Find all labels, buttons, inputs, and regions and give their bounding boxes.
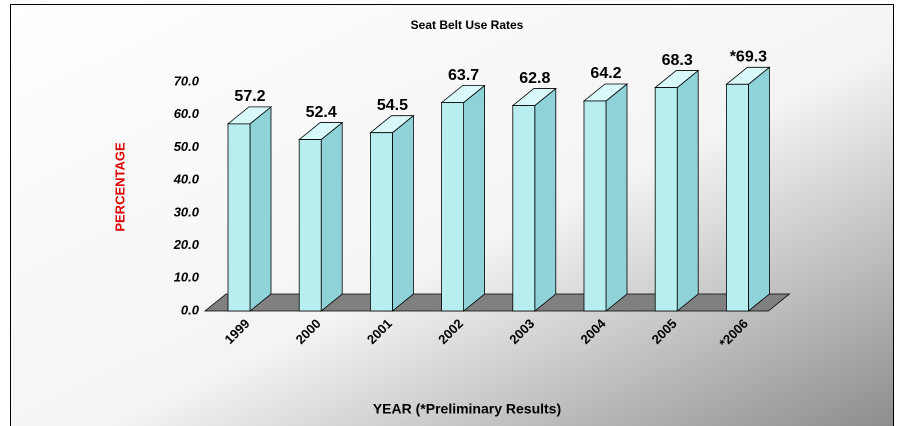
- value-label: 54.5: [377, 97, 408, 114]
- bar: [298, 139, 322, 312]
- bar-side: [320, 121, 343, 312]
- y-tick-label: 0.0: [181, 302, 200, 317]
- bar-side: [391, 114, 414, 312]
- bar: [512, 105, 536, 312]
- bar: [369, 132, 393, 312]
- y-tick-label: 20.0: [173, 237, 200, 252]
- bar-side: [534, 87, 557, 312]
- value-label: 57.2: [234, 88, 265, 105]
- value-label: *69.3: [730, 49, 767, 66]
- value-label: 68.3: [662, 52, 693, 69]
- value-label: 63.7: [448, 67, 479, 84]
- bar-side: [463, 84, 486, 312]
- bar: [726, 83, 749, 312]
- y-tick-label: 10.0: [174, 270, 200, 285]
- bar-side: [605, 83, 628, 312]
- y-tick-label: 50.0: [174, 139, 200, 154]
- y-tick-label: 70.0: [174, 73, 200, 88]
- y-tick-label: 40.0: [173, 172, 200, 187]
- value-label: 52.4: [306, 104, 337, 121]
- bar: [654, 87, 678, 312]
- bar-side: [676, 69, 699, 312]
- bar: [441, 102, 465, 312]
- chart-title: Seat Belt Use Rates: [411, 18, 524, 32]
- y-tick-label: 30.0: [174, 204, 200, 219]
- value-label: 62.8: [519, 70, 550, 87]
- bar-side: [748, 66, 770, 312]
- x-axis-label: YEAR (*Preliminary Results): [373, 401, 561, 417]
- value-label: 64.2: [590, 65, 621, 82]
- y-tick-label: 60.0: [174, 106, 200, 121]
- bar: [583, 100, 607, 312]
- y-axis-label: PERCENTAGE: [112, 142, 127, 232]
- bar-side: [249, 106, 272, 312]
- floor: [203, 293, 791, 312]
- bar: [227, 123, 251, 312]
